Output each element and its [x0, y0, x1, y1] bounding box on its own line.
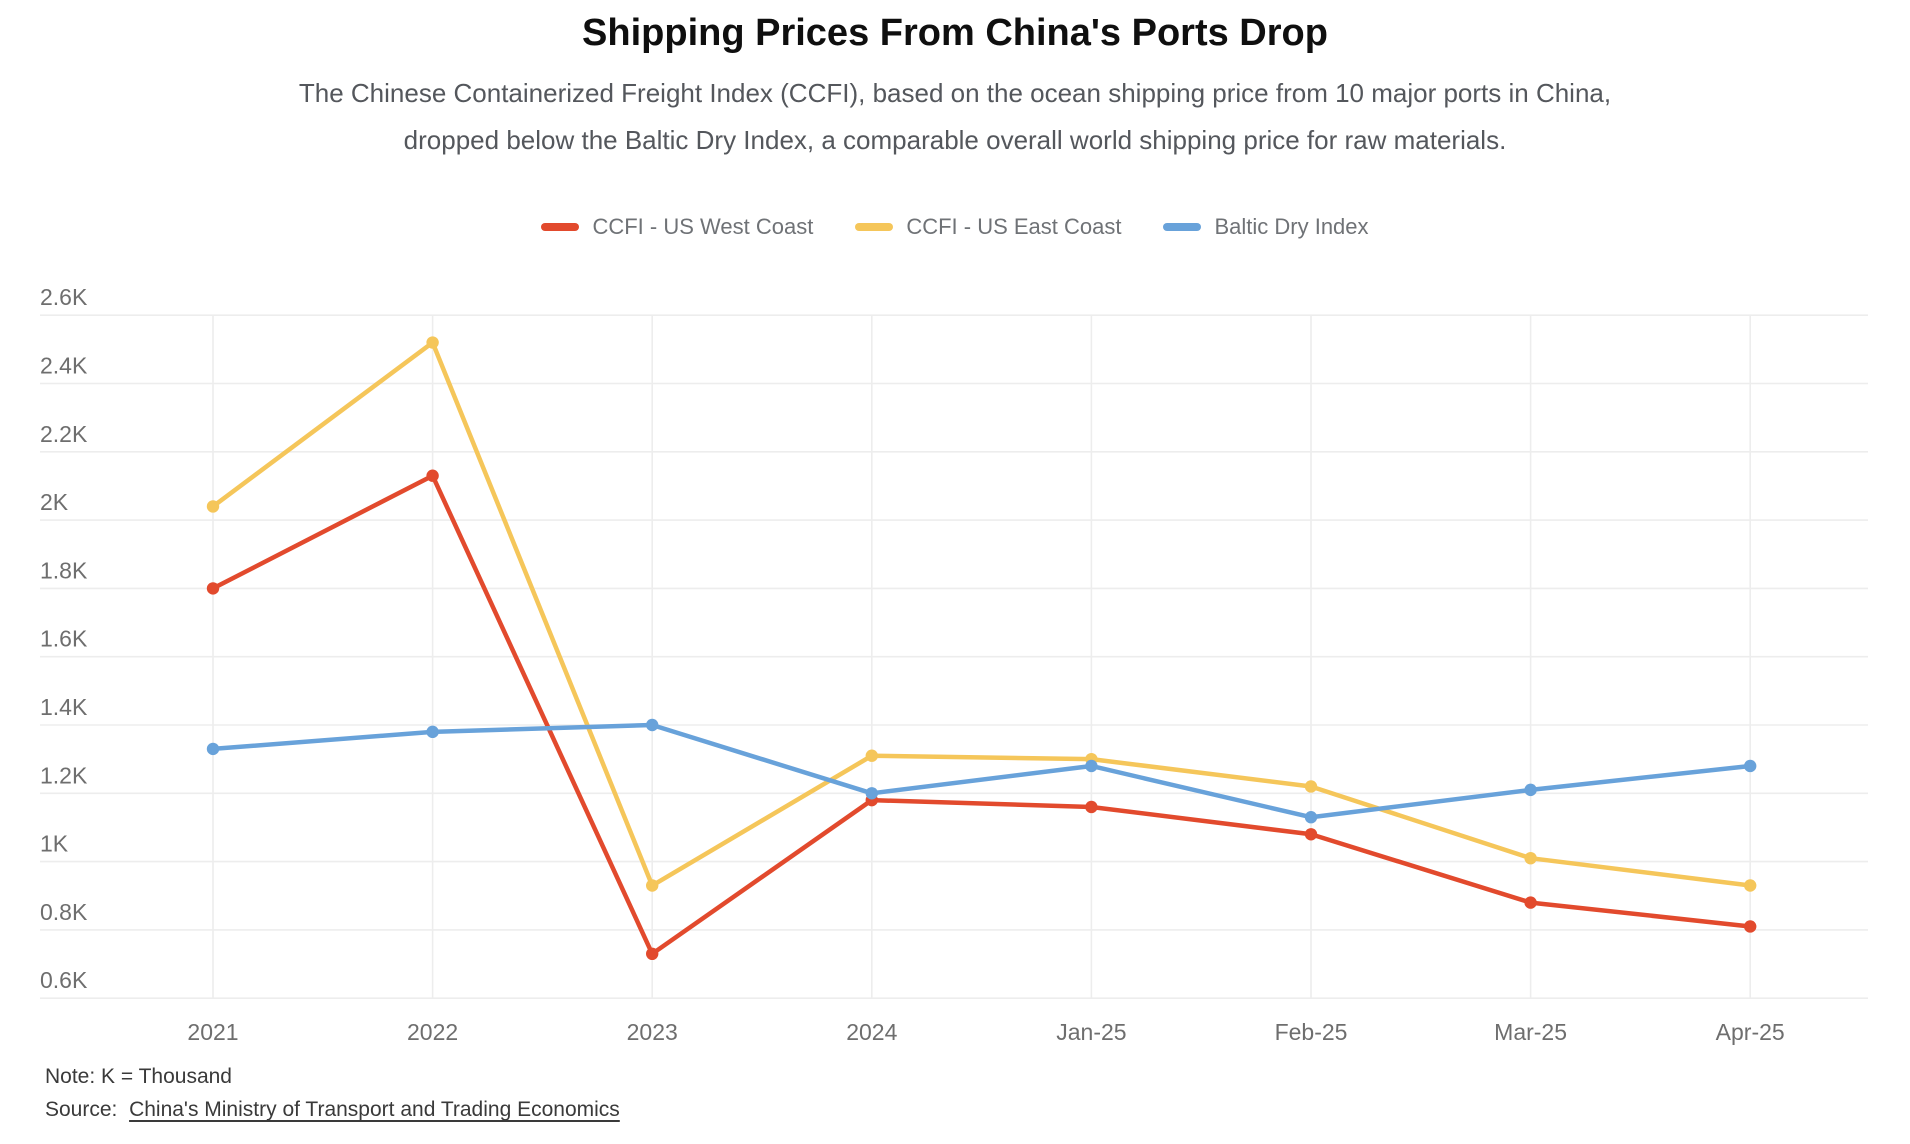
series-point-CCFI - US West Coast-2023	[646, 947, 659, 961]
series-point-CCFI - US West Coast-Mar-25	[1524, 896, 1537, 909]
y-axis-tick-label: 2.2K	[40, 421, 88, 447]
series-point-Baltic Dry Index-Feb-25	[1304, 811, 1318, 824]
source-link[interactable]: China's Ministry of Transport and Tradin…	[129, 1098, 620, 1121]
chart-title: Shipping Prices From China's Ports Drop	[582, 12, 1328, 54]
series-point-Baltic Dry Index-Mar-25	[1524, 783, 1537, 797]
series-point-Baltic Dry Index-Jan-25	[1085, 759, 1098, 773]
series-point-CCFI - US East Coast-2024	[865, 749, 878, 762]
series-point-Baltic Dry Index-2022	[426, 725, 439, 739]
y-axis-tick-label: 2.6K	[40, 284, 88, 310]
series-point-CCFI - US East Coast-Apr-25	[1744, 879, 1757, 892]
legend-item-ccfi-east: CCFI - US East Coast	[855, 214, 1121, 240]
series-point-CCFI - US East Coast-Mar-25	[1524, 851, 1537, 865]
x-axis-tick-label: Apr-25	[1716, 1019, 1785, 1045]
series-line-CCFI - US West Coast	[210, 473, 1753, 957]
series-point-CCFI - US East Coast-2021	[206, 500, 220, 513]
series-point-Baltic Dry Index-Apr-25	[1744, 759, 1757, 773]
legend-item-ccfi-west: CCFI - US West Coast	[541, 214, 813, 240]
y-axis-tick-label: 1.4K	[40, 694, 88, 720]
x-axis-tick-label: Mar-25	[1494, 1019, 1567, 1045]
series-point-CCFI - US West Coast-Apr-25	[1744, 920, 1757, 933]
y-axis-tick-label: 1.6K	[40, 626, 88, 652]
footnote: Note: K = Thousand	[45, 1065, 232, 1088]
legend-swatch-red-icon	[541, 223, 580, 231]
legend-label: CCFI - US West Coast	[592, 214, 814, 239]
y-axis-tick-label: 0.8K	[40, 899, 88, 925]
x-axis-tick-label: Jan-25	[1056, 1019, 1126, 1045]
chart-subtitle-line1: The Chinese Containerized Freight Index …	[298, 78, 1612, 108]
y-axis-tick-label: 2K	[40, 489, 69, 515]
legend-label: Baltic Dry Index	[1214, 214, 1369, 239]
series-point-CCFI - US West Coast-2022	[426, 469, 439, 482]
y-axis-tick-label: 1.2K	[40, 762, 88, 788]
series-line-Baltic Dry Index	[210, 722, 1753, 820]
series-point-CCFI - US West Coast-2021	[206, 582, 220, 595]
x-axis-tick-label: Feb-25	[1275, 1019, 1348, 1045]
source-line: Source: China's Ministry of Transport an…	[45, 1093, 1245, 1126]
series-point-CCFI - US West Coast-Jan-25	[1085, 800, 1098, 814]
series-point-CCFI - US East Coast-2022	[426, 336, 439, 349]
series-point-CCFI - US East Coast-Feb-25	[1304, 780, 1318, 793]
legend-label: CCFI - US East Coast	[906, 214, 1122, 239]
x-axis-tick-label: 2021	[187, 1019, 238, 1045]
source-prefix: Source:	[45, 1098, 118, 1121]
chart-footer: Note: K = Thousand Source: China's Minis…	[45, 1060, 1245, 1126]
legend-swatch-blue-icon	[1163, 223, 1202, 231]
y-axis-tick-label: 1K	[40, 831, 69, 857]
y-axis-tick-label: 0.6K	[40, 967, 88, 993]
series-point-CCFI - US West Coast-Feb-25	[1304, 828, 1318, 841]
series-point-Baltic Dry Index-2021	[206, 742, 220, 756]
chart-subtitle-line2: dropped below the Baltic Dry Index, a co…	[403, 125, 1507, 155]
x-axis-tick-label: 2023	[627, 1019, 678, 1045]
series-line-CCFI - US East Coast	[210, 340, 1753, 888]
series-point-Baltic Dry Index-2024	[865, 787, 878, 800]
x-axis-tick-label: 2024	[846, 1019, 897, 1045]
chart-subtitle: The Chinese Containerized Freight Index …	[0, 70, 1910, 164]
chart-legend: CCFI - US West Coast CCFI - US East Coas…	[0, 214, 1910, 240]
legend-swatch-yellow-icon	[855, 223, 894, 231]
series-point-Baltic Dry Index-2023	[646, 718, 659, 732]
series-point-CCFI - US East Coast-2023	[646, 879, 659, 892]
y-axis-tick-label: 1.8K	[40, 557, 88, 583]
x-axis-tick-label: 2022	[407, 1019, 458, 1045]
y-axis-tick-label: 2.4K	[40, 353, 88, 379]
legend-item-baltic-dry: Baltic Dry Index	[1163, 214, 1369, 240]
